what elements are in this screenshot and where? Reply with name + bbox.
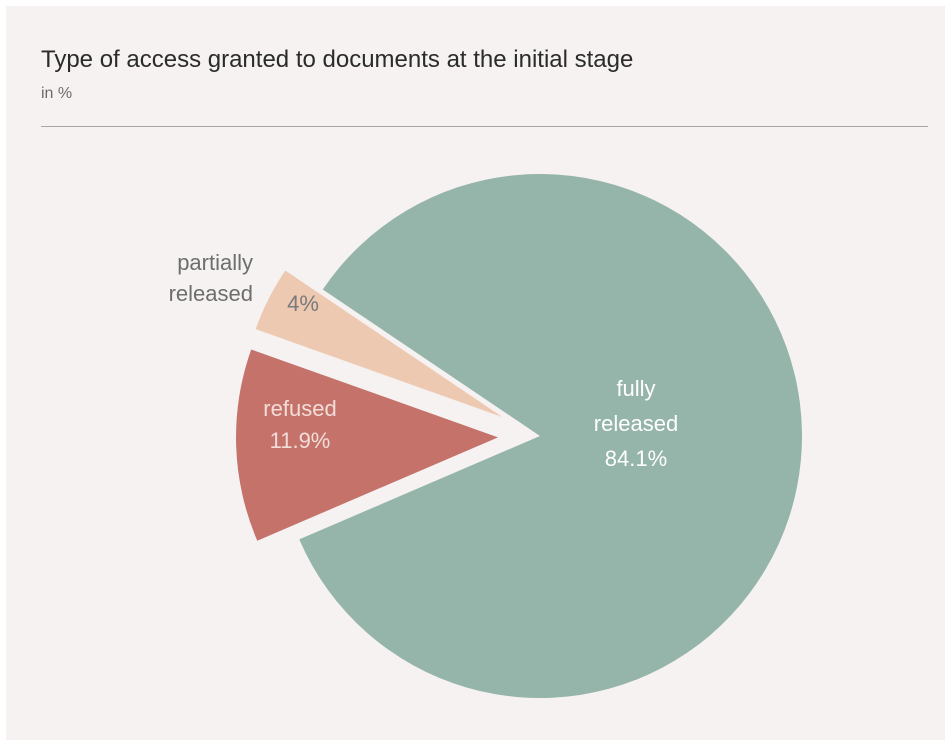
- slice-value-partially-released: 4%: [287, 291, 319, 316]
- pie-slice-refused: [236, 349, 499, 541]
- chart-subtitle: in %: [41, 85, 73, 102]
- title-divider: [41, 126, 928, 127]
- slice-label-fully-released-0: fully: [616, 376, 655, 401]
- slice-label-partially-released-1: released: [169, 281, 253, 306]
- chart-title: Type of access granted to documents at t…: [41, 46, 634, 73]
- slice-label-refused-0: refused: [263, 396, 336, 421]
- pie-slice-fully-released: [299, 173, 803, 698]
- slice-label-fully-released-1: released: [594, 411, 678, 436]
- slice-label-partially-released-0: partially: [177, 250, 253, 275]
- slice-label-refused-1: 11.9%: [270, 428, 331, 453]
- slice-label-fully-released-2: 84.1%: [605, 446, 667, 471]
- pie-slice-partially-released: [255, 270, 503, 418]
